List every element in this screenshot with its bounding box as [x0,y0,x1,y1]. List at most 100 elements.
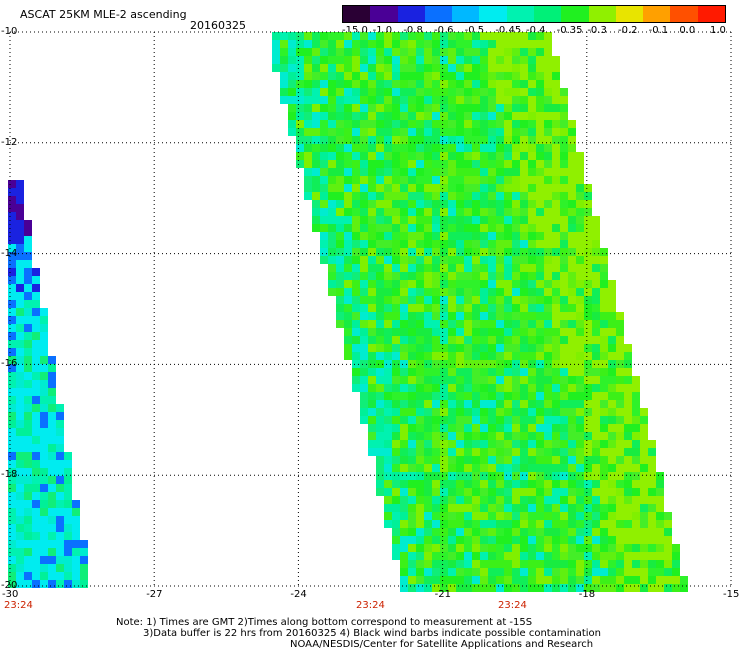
swath-cell [464,248,472,256]
swath-cell [624,360,632,368]
swath-cell [392,136,400,144]
swath-cell [512,272,520,280]
swath-cell [320,144,328,152]
swath-cell [504,144,512,152]
swath-cell [472,112,480,120]
swath-cell [552,488,560,496]
swath-cell [440,432,448,440]
swath-cell [520,480,528,488]
swath-cell [488,32,496,40]
swath-cell [448,584,456,592]
swath-cell [616,392,624,400]
swath-cell [376,320,384,328]
swath-cell [416,528,424,536]
swath-cell [40,564,48,572]
swath-cell [464,80,472,88]
y-tick-label: -10 [1,26,18,37]
swath-cell [664,528,672,536]
swath-cell [568,416,576,424]
swath-cell [440,168,448,176]
swath-cell [8,364,16,372]
swath-cell [408,400,416,408]
swath-cell [376,200,384,208]
swath-cell [40,324,48,332]
swath-cell [392,256,400,264]
swath-cell [496,232,504,240]
swath-cell [368,184,376,192]
swath-cell [424,256,432,264]
swath-cell [448,448,456,456]
swath-cell [552,240,560,248]
swath-cell [592,576,600,584]
swath-cell [24,220,32,228]
swath-cell [8,196,16,204]
swath-cell [448,544,456,552]
swath-cell [672,584,680,592]
swath-cell [640,568,648,576]
swath-cell [616,448,624,456]
swath-cell [576,368,584,376]
swath-cell [48,420,56,428]
swath-cell [560,120,568,128]
swath-cell [512,248,520,256]
swath-cell [432,472,440,480]
swath-cell [608,384,616,392]
swath-cell [480,320,488,328]
swath-cell [416,32,424,40]
swath-cell [448,160,456,168]
swath-cell [456,288,464,296]
swath-cell [520,40,528,48]
swath-cell [528,384,536,392]
swath-cell [536,368,544,376]
swath-cell [600,536,608,544]
swath-cell [32,484,40,492]
swath-cell [480,400,488,408]
swath-cell [392,248,400,256]
swath-cell [504,424,512,432]
swath-cell [520,416,528,424]
swath-cell [56,540,64,548]
swath-cell [472,232,480,240]
swath-cell [528,440,536,448]
swath-cell [480,136,488,144]
swath-cell [560,568,568,576]
swath-cell [600,440,608,448]
swath-cell [48,412,56,420]
swath-cell [352,80,360,88]
swath-cell [16,420,24,428]
swath-cell [320,40,328,48]
swath-cell [400,336,408,344]
swath-cell [512,64,520,72]
swath-cell [384,248,392,256]
swath-cell [40,556,48,564]
swath-cell [448,232,456,240]
swath-cell [56,516,64,524]
swath-cell [456,168,464,176]
swath-cell [584,344,592,352]
swath-cell [448,552,456,560]
swath-cell [408,480,416,488]
swath-cell [336,240,344,248]
swath-cell [304,136,312,144]
swath-cell [424,336,432,344]
swath-cell [328,32,336,40]
swath-cell [304,32,312,40]
swath-cell [352,208,360,216]
swath-cell [528,264,536,272]
swath-cell [560,232,568,240]
swath-cell [592,392,600,400]
swath-cell [496,312,504,320]
swath-cell [576,496,584,504]
colorbar-segment [533,6,562,22]
swath-cell [344,352,352,360]
swath-cell [552,496,560,504]
swath-cell [360,232,368,240]
swath-cell [592,536,600,544]
swath-cell [24,476,32,484]
swath-cell [504,312,512,320]
swath-cell [536,80,544,88]
swath-cell [576,440,584,448]
swath-cell [448,360,456,368]
swath-cell [480,416,488,424]
swath-cell [520,584,528,592]
